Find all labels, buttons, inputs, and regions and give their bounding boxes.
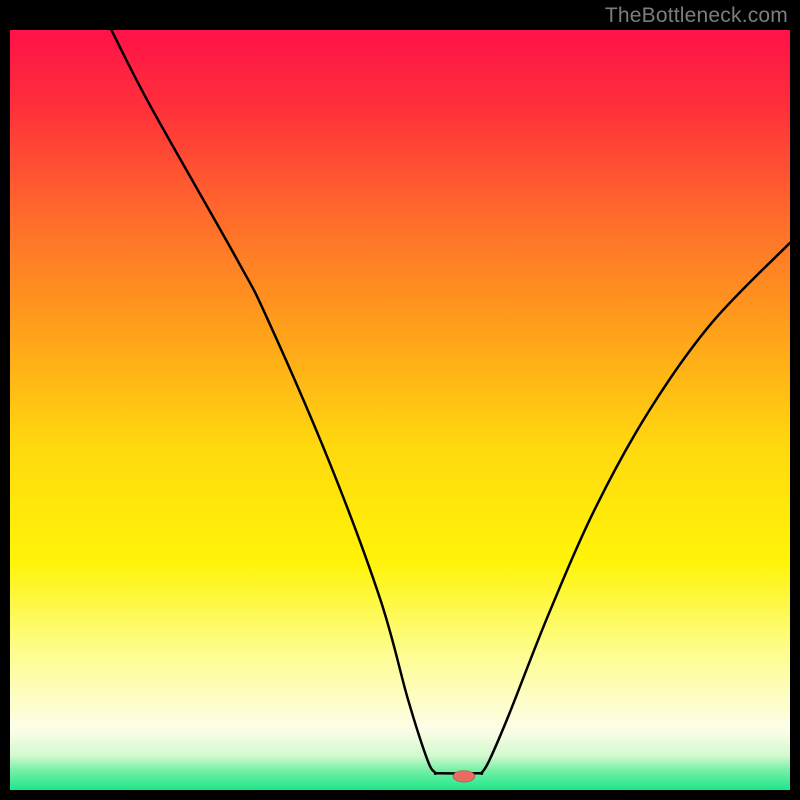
chart-svg: [10, 30, 790, 790]
chart-background: [10, 30, 790, 790]
chart-frame: TheBottleneck.com: [0, 0, 800, 800]
attribution-text: TheBottleneck.com: [605, 4, 788, 28]
bottleneck-chart: [10, 30, 790, 790]
optimal-point-marker: [453, 771, 475, 782]
